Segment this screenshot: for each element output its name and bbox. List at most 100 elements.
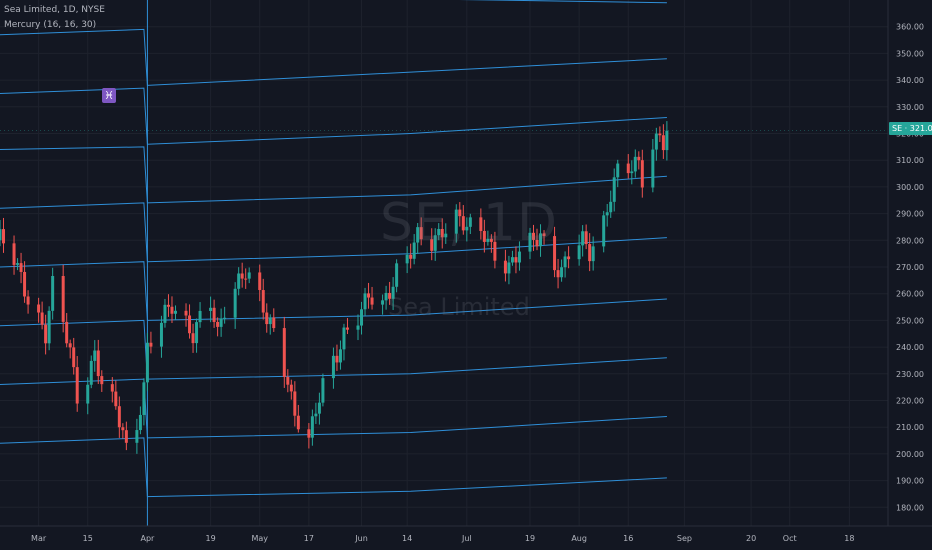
candle-body xyxy=(61,276,65,322)
price-tick-label: 360.00 xyxy=(896,23,924,32)
price-tick-label: 270.00 xyxy=(896,263,924,272)
candle-body xyxy=(640,160,644,188)
candle-body xyxy=(532,232,536,240)
candle-body xyxy=(72,347,76,368)
time-tick-label: Jun xyxy=(354,534,368,543)
price-tick-label: 260.00 xyxy=(896,290,924,299)
candle-body xyxy=(124,430,128,443)
candle-body xyxy=(363,293,367,310)
candle-body xyxy=(419,227,423,240)
candle-body xyxy=(89,360,93,385)
candle-body xyxy=(240,273,244,279)
candle-body xyxy=(633,156,637,172)
price-tick-label: 340.00 xyxy=(896,76,924,85)
candle-body xyxy=(486,238,490,242)
candle-body xyxy=(261,290,265,313)
time-tick-label: 20 xyxy=(746,534,756,543)
candle-body xyxy=(233,288,237,318)
last-price-badge: SE · 321.03 xyxy=(889,122,932,135)
candle-body xyxy=(159,322,163,347)
candle-body xyxy=(658,133,662,136)
candle-body xyxy=(65,321,69,344)
price-axis[interactable]: 180.00 190.00 200.00 210.00 220.00 230.00 240.… xyxy=(896,23,924,513)
candle-body xyxy=(409,254,413,259)
candle-body xyxy=(493,241,497,261)
candle-body xyxy=(142,382,146,415)
candle-body xyxy=(135,430,139,443)
candle-body xyxy=(0,229,2,241)
candle-body xyxy=(2,229,6,244)
candle-body xyxy=(110,384,114,392)
candle-body xyxy=(335,355,339,363)
candle-body xyxy=(321,378,325,403)
candle-body xyxy=(482,230,486,242)
candle-body xyxy=(170,306,174,314)
time-tick-label: 18 xyxy=(844,534,854,543)
price-tick-label: 240.00 xyxy=(896,343,924,352)
candle-body xyxy=(391,286,395,299)
time-tick-label: Jul xyxy=(461,534,472,543)
candle-body xyxy=(282,328,286,377)
candle-body xyxy=(314,413,318,417)
candle-body xyxy=(37,304,41,313)
time-axis[interactable]: Mar 15 Apr 19 May 17 Jun 14 Jul 19 Aug 16 Sep 20 Oct 18 xyxy=(31,534,854,543)
candle-body xyxy=(360,309,364,326)
price-tick-label: 220.00 xyxy=(896,397,924,406)
candle-body xyxy=(289,384,293,392)
time-tick-label: 15 xyxy=(83,534,93,543)
candle-body xyxy=(244,278,248,280)
candle-body xyxy=(338,349,342,363)
time-tick-label: May xyxy=(251,534,268,543)
candle-body xyxy=(542,233,546,237)
candle-body xyxy=(412,242,416,259)
candle-body xyxy=(567,256,571,260)
candle-body xyxy=(342,327,346,350)
time-tick-label: 19 xyxy=(205,534,215,543)
candle-body xyxy=(637,156,641,161)
candle-body xyxy=(47,310,51,344)
pisces-icon[interactable]: ♓ xyxy=(102,88,116,103)
candle-body xyxy=(381,300,385,305)
candle-body xyxy=(12,243,16,265)
candle-body xyxy=(138,414,142,431)
candle-body xyxy=(191,333,195,344)
candle-body xyxy=(661,135,665,151)
candle-body xyxy=(286,376,290,385)
candle-body xyxy=(184,310,188,316)
candle-body xyxy=(517,251,521,263)
price-tick-label: 310.00 xyxy=(896,156,924,165)
price-tick-label: 230.00 xyxy=(896,370,924,379)
time-tick-label: Apr xyxy=(140,534,155,543)
candle-body xyxy=(51,276,55,311)
band-top xyxy=(459,0,667,4)
candle-body xyxy=(370,297,374,305)
candle-body xyxy=(535,239,539,247)
candle-body xyxy=(26,296,30,305)
candle-body xyxy=(510,257,514,263)
candle-body xyxy=(195,322,199,344)
time-tick-label: Oct xyxy=(783,534,797,543)
candle-body xyxy=(258,272,262,291)
time-tick-label: 16 xyxy=(623,534,633,543)
candle-body xyxy=(444,233,448,238)
candle-body xyxy=(507,262,511,274)
candle-body xyxy=(40,312,44,325)
candle-body xyxy=(563,256,567,268)
candle-body xyxy=(296,415,300,430)
candle-body xyxy=(96,350,100,377)
candle-body xyxy=(173,310,177,314)
candle-body xyxy=(528,232,532,252)
candle-body xyxy=(114,391,118,407)
candle-body xyxy=(651,149,655,188)
candle-body xyxy=(395,263,399,287)
symbol-legend[interactable]: Sea Limited, 1D, NYSE xyxy=(4,5,105,15)
candle-body xyxy=(577,245,581,260)
candle-body xyxy=(581,231,585,246)
candle-body xyxy=(44,324,48,344)
indicator-legend[interactable]: Mercury (16, 16, 30) xyxy=(4,20,97,30)
candle-body xyxy=(237,273,241,289)
candle-body xyxy=(602,215,606,247)
price-tick-label: 210.00 xyxy=(896,423,924,432)
